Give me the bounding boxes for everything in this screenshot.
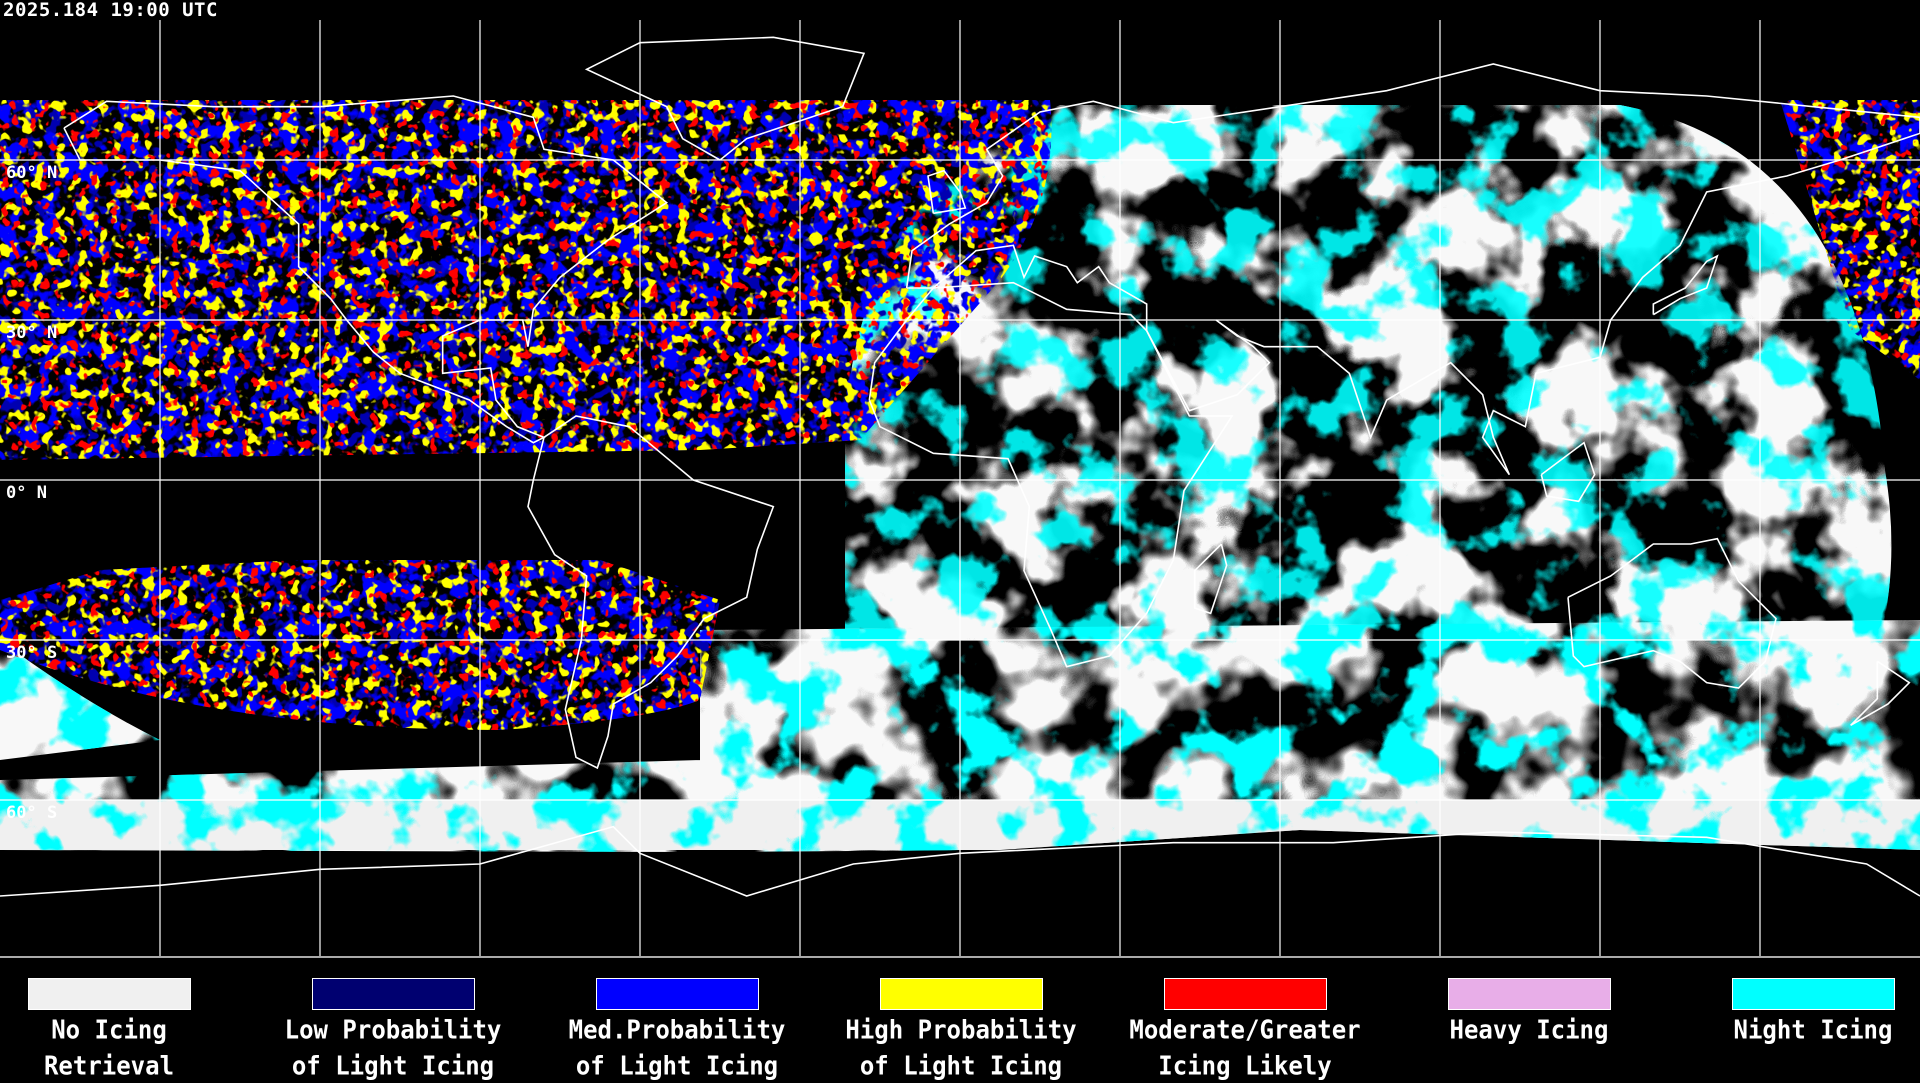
coastline-africa: [868, 281, 1234, 668]
legend-item-no-icing: No Icing Retrieval: [0, 978, 251, 1082]
legend-swatch: [879, 978, 1043, 1010]
lat-label-0n: 0° N: [6, 483, 47, 503]
coastlines: [0, 36, 1920, 897]
coastline-australia: [1567, 537, 1777, 689]
graticule: [0, 20, 1920, 956]
coastline-new-zealand: [1850, 660, 1911, 727]
timestamp: 2025.184 19:00 UTC: [3, 0, 218, 21]
legend-swatch: [27, 978, 191, 1010]
legend: No Icing Retrieval Low Probability of Li…: [0, 956, 1920, 1082]
legend-item-med-probability: Med.Probability of Light Icing: [535, 978, 819, 1082]
legend-swatch: [1447, 978, 1611, 1010]
legend-item-high-probability: High Probability of Light Icing: [819, 978, 1103, 1082]
coastline-south-america: [527, 415, 775, 770]
coastline-antarctica: [0, 825, 1920, 897]
icing-map: [0, 20, 1920, 956]
coastline-greenland: [584, 36, 866, 161]
legend-item-moderate-greater: Moderate/Greater Icing Likely: [1103, 978, 1387, 1082]
legend-swatch: [1731, 978, 1895, 1010]
legend-swatch: [595, 978, 759, 1010]
coastline-borneo: [1540, 441, 1596, 503]
lat-label-30s: 30° S: [6, 643, 58, 663]
legend-item-heavy-icing: Heavy Icing: [1387, 978, 1671, 1051]
legend-item-low-probability: Low Probability of Light Icing: [251, 978, 535, 1082]
legend-item-night-icing: Night Icing: [1671, 978, 1920, 1051]
coastline-madagascar: [1193, 543, 1228, 615]
lat-label-30n: 30° N: [6, 323, 58, 343]
coastline-japan: [1652, 254, 1719, 316]
icing-probability-south: [0, 560, 720, 730]
lat-label-60n: 60° N: [6, 163, 58, 183]
legend-swatch: [1163, 978, 1327, 1010]
legend-swatch: [311, 978, 475, 1010]
coastline-north-america: [63, 95, 669, 444]
lat-label-60s: 60° S: [6, 803, 58, 823]
